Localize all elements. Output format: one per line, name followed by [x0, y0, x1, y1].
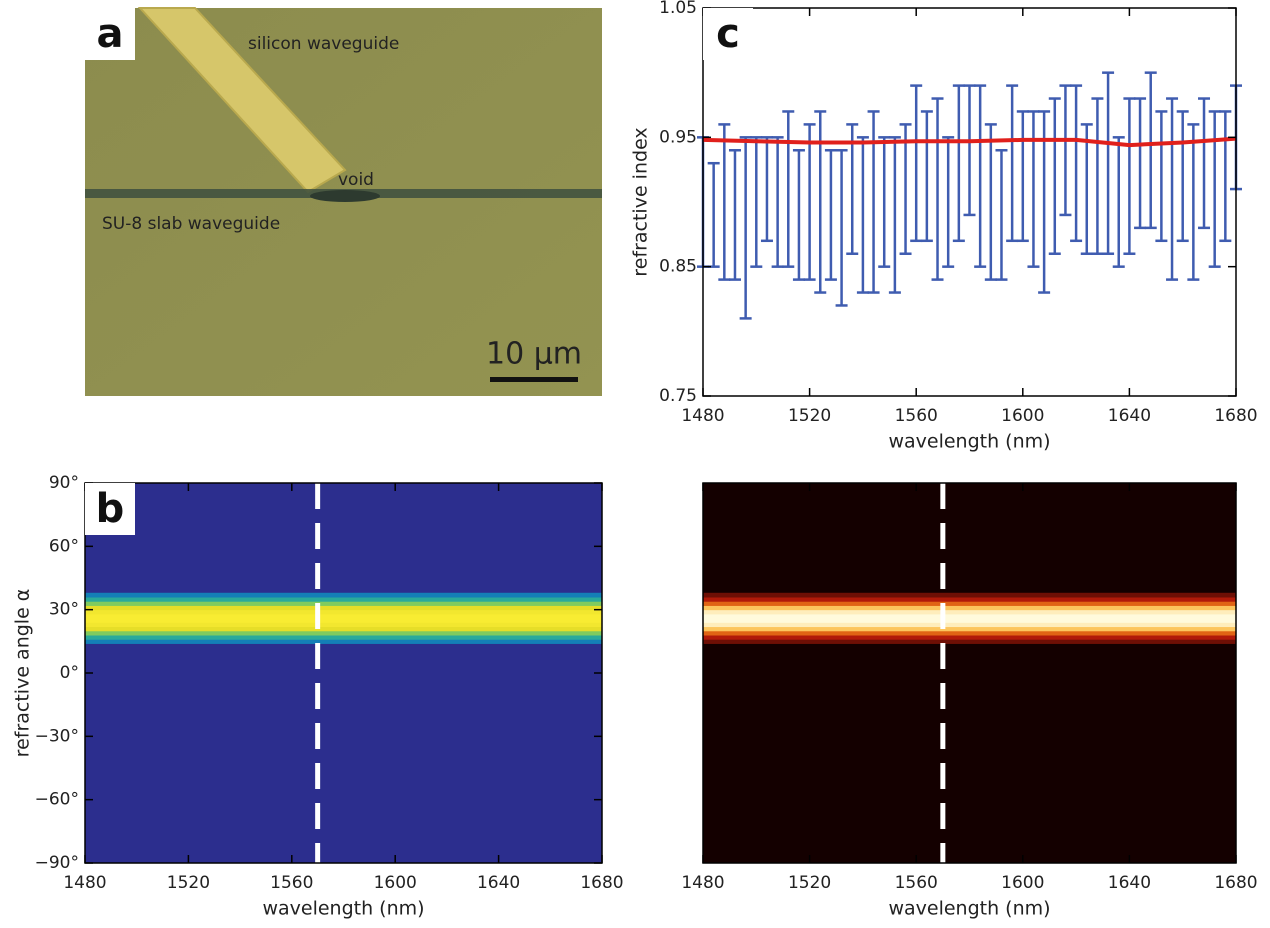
panel-label: c — [716, 11, 740, 57]
y-tick-label: 0.85 — [659, 257, 697, 277]
y-tick-label: 30° — [49, 600, 79, 620]
panel-label-box — [85, 8, 135, 60]
heatmap-strip — [85, 626, 602, 632]
y-tick-label: 60° — [49, 536, 79, 556]
x-tick-label: 1520 — [788, 406, 831, 426]
heatmap-strip — [85, 630, 602, 636]
silicon-waveguide — [137, 7, 347, 194]
heatmap-strip — [703, 597, 1236, 602]
x-tick-label: 1680 — [1214, 873, 1257, 893]
heatmap-strip — [703, 618, 1236, 623]
plot-frame — [702, 482, 1237, 864]
x-tick-label: 1640 — [1108, 406, 1151, 426]
heatmap-strip — [85, 592, 602, 598]
plot-frame — [702, 7, 1237, 397]
heatmap-strip — [703, 609, 1236, 615]
annotation: void — [338, 170, 374, 190]
scale-bar-label: 10 µm — [486, 337, 582, 372]
y-tick-label: 1.05 — [659, 0, 697, 18]
x-tick-label: 1680 — [1214, 406, 1257, 426]
annotation: SU-8 slab waveguide — [102, 214, 280, 234]
y-axis-label: refractive angle α — [12, 589, 34, 758]
annotation: silicon waveguide — [248, 34, 399, 54]
heatmap-strip — [703, 613, 1236, 619]
x-axis-label: wavelength (nm) — [262, 898, 424, 920]
x-tick-label: 1600 — [1001, 406, 1044, 426]
y-tick-label: 0° — [60, 663, 79, 683]
x-tick-label: 1560 — [895, 873, 938, 893]
heatmap-strip — [703, 592, 1236, 598]
heatmap-strip — [85, 613, 602, 619]
x-tick-label: 1520 — [167, 873, 210, 893]
x-axis-label: wavelength (nm) — [888, 898, 1050, 920]
heatmap-strip — [85, 635, 602, 640]
panel-label: a — [97, 11, 124, 57]
micrograph: a silicon waveguide void SU-8 slab waveg… — [85, 7, 602, 396]
x-tick-label: 1680 — [580, 873, 623, 893]
x-tick-label: 1480 — [681, 406, 724, 426]
heatmap-strip — [703, 605, 1236, 611]
x-axis-label: wavelength (nm) — [888, 431, 1050, 453]
heatmap-strip — [85, 601, 602, 606]
y-axis-label: refractive index — [630, 127, 652, 276]
y-tick-label: −30° — [35, 726, 79, 746]
y-tick-label: 0.95 — [659, 127, 697, 147]
mean-line — [702, 136, 1237, 148]
heatmap-strip — [703, 639, 1236, 644]
x-tick-label: 1640 — [1108, 873, 1151, 893]
void — [310, 190, 380, 202]
x-tick-label: 1560 — [270, 873, 313, 893]
x-tick-label: 1480 — [63, 873, 106, 893]
heatmap-strip — [703, 626, 1236, 632]
panel-label-box — [703, 8, 753, 60]
heatmap-strip — [85, 597, 602, 602]
heatmap-strip — [85, 622, 602, 628]
y-tick-label: −60° — [35, 790, 79, 810]
y-tick-label: 90° — [49, 473, 79, 493]
heatmap-strip — [85, 609, 602, 615]
y-tick-label: 0.75 — [659, 386, 697, 406]
heatmap-strip — [85, 639, 602, 644]
panel-label: b — [96, 486, 125, 532]
x-tick-label: 1480 — [681, 873, 724, 893]
x-tick-label: 1560 — [895, 406, 938, 426]
heatmap-background — [85, 483, 602, 863]
x-tick-label: 1640 — [477, 873, 520, 893]
panel-label-box — [85, 483, 135, 535]
x-tick-label: 1520 — [788, 873, 831, 893]
micrograph-background — [85, 8, 602, 396]
x-tick-label: 1600 — [1001, 873, 1044, 893]
heatmap-strip — [703, 622, 1236, 628]
scale-bar — [490, 377, 578, 382]
heatmap-strip — [703, 601, 1236, 606]
heatmap-background — [703, 483, 1236, 863]
y-tick-label: −90° — [35, 853, 79, 873]
heatmap-strip — [85, 605, 602, 611]
plot-frame — [84, 482, 603, 864]
x-tick-label: 1600 — [374, 873, 417, 893]
heatmap-strip — [703, 635, 1236, 640]
heatmap-strip — [85, 618, 602, 623]
heatmap-strip — [703, 630, 1236, 636]
